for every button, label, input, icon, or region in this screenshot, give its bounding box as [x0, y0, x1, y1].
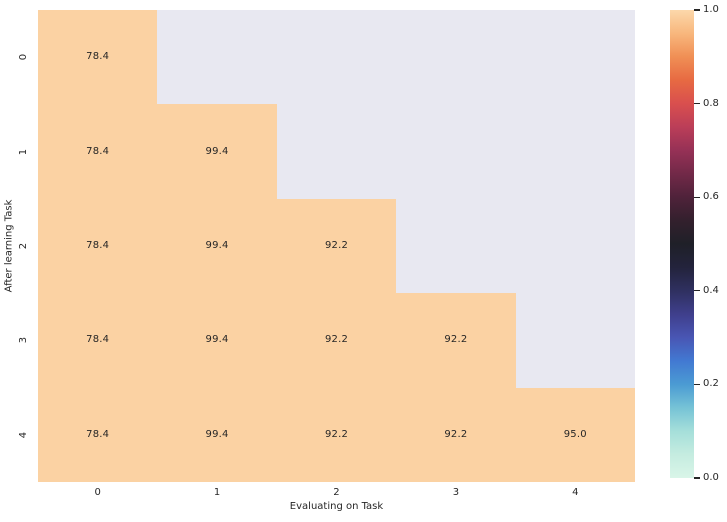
- y-tick-cell: 2: [16, 199, 32, 293]
- heatmap-cell: 95.0: [515, 387, 635, 482]
- colorbar-ticks: 1.0 0.8 0.6 0.4 0.2 0.0: [670, 5, 719, 483]
- cell-annotation: 92.2: [324, 239, 349, 251]
- colorbar-tick-mark: [694, 383, 700, 386]
- heatmap-cell: 78.4: [38, 198, 158, 294]
- y-tick-label: 0: [18, 54, 29, 61]
- cell-annotation: 99.4: [205, 239, 229, 251]
- heatmap-cell-masked: [277, 104, 396, 198]
- heatmap-cell-masked: [396, 104, 515, 198]
- heatmap-cell: 92.2: [396, 293, 516, 388]
- cell-annotation: 78.4: [86, 428, 110, 440]
- x-tick-label: 1: [213, 487, 221, 498]
- colorbar-tick-label: 0.8: [703, 97, 719, 109]
- colorbar-tick-label: 0.4: [703, 284, 719, 296]
- heatmap-cell: 92.2: [276, 198, 397, 294]
- x-axis-label: Evaluating on Task: [289, 501, 384, 512]
- heatmap-cell: 99.4: [157, 104, 277, 199]
- heatmap-grid: 78.4 78.4 99.4 78.4 99.4 92.2 78.4 99.4 92.2 92.2…: [38, 10, 635, 482]
- y-tick-label: 3: [18, 337, 29, 344]
- heatmap-cell: 92.2: [396, 387, 516, 482]
- x-axis-tick-labels: 0 1 2 3 4: [38, 486, 635, 500]
- cell-annotation: 78.4: [86, 145, 110, 157]
- cell-annotation: 99.4: [205, 145, 229, 157]
- heatmap-cell-masked: [516, 199, 635, 293]
- colorbar-tick-label: 1.0: [703, 4, 719, 15]
- heatmap-cell: 78.4: [38, 10, 158, 105]
- colorbar-tick-label: 0.2: [703, 378, 719, 390]
- cell-annotation: 99.4: [205, 428, 229, 440]
- cell-annotation: 92.2: [444, 334, 468, 346]
- y-tick-cell: 1: [16, 104, 32, 198]
- x-tick-label: 4: [572, 487, 579, 498]
- heatmap-cell: 99.4: [157, 387, 277, 482]
- y-tick-label: 1: [18, 148, 29, 155]
- cell-annotation: 92.2: [324, 334, 349, 346]
- colorbar-tick-mark: [694, 9, 700, 11]
- heatmap-cell: 78.4: [38, 293, 158, 388]
- colorbar-tick-mark: [694, 477, 700, 479]
- colorbar-tick-mark: [694, 196, 700, 198]
- y-axis-tick-labels: 0 1 2 3 4: [16, 10, 32, 482]
- heatmap-cell: 78.4: [38, 104, 158, 199]
- heatmap-cell-masked: [157, 10, 276, 104]
- heatmap-cell: 78.4: [38, 387, 158, 482]
- heatmap-cell: 99.4: [157, 293, 277, 388]
- heatmap-cell-masked: [516, 10, 635, 104]
- colorbar-tick-label: 0.0: [703, 472, 719, 483]
- cell-annotation: 92.2: [444, 428, 468, 440]
- heatmap-plot-area: 78.4 78.4 99.4 78.4 99.4 92.2 78.4 99.4 92.2 92.2…: [38, 10, 635, 482]
- x-tick-label: 3: [452, 487, 460, 498]
- heatmap-cell-masked: [277, 10, 396, 104]
- y-tick-cell: 4: [16, 388, 32, 482]
- x-tick-label: 2: [333, 487, 340, 498]
- cell-annotation: 78.4: [86, 239, 110, 251]
- cell-annotation: 78.4: [86, 334, 110, 346]
- colorbar-tick-mark: [694, 102, 700, 105]
- cell-annotation: 78.4: [86, 51, 110, 63]
- x-tick-label: 0: [94, 487, 101, 498]
- colorbar-tick-mark: [694, 290, 700, 292]
- colorbar: 1.0 0.8 0.6 0.4 0.2 0.0: [670, 5, 719, 483]
- cell-annotation: 99.4: [205, 334, 229, 346]
- heatmap-cell-masked: [396, 199, 515, 293]
- y-tick-label: 2: [18, 242, 29, 250]
- cell-annotation: 95.0: [563, 428, 587, 440]
- y-tick-cell: 3: [16, 293, 32, 387]
- heatmap-cell: 92.2: [276, 293, 397, 388]
- heatmap-cell-masked: [516, 293, 635, 387]
- heatmap-cell: 92.2: [276, 387, 397, 482]
- heatmap-cell-masked: [396, 10, 515, 104]
- y-tick-cell: 0: [16, 10, 32, 104]
- heatmap-cell-masked: [516, 104, 635, 198]
- y-tick-label: 4: [18, 431, 29, 438]
- y-axis-label: After learning Task: [3, 199, 15, 293]
- heatmap-cell: 99.4: [157, 198, 277, 294]
- colorbar-tick-label: 0.6: [703, 191, 719, 203]
- cell-annotation: 92.2: [324, 428, 349, 440]
